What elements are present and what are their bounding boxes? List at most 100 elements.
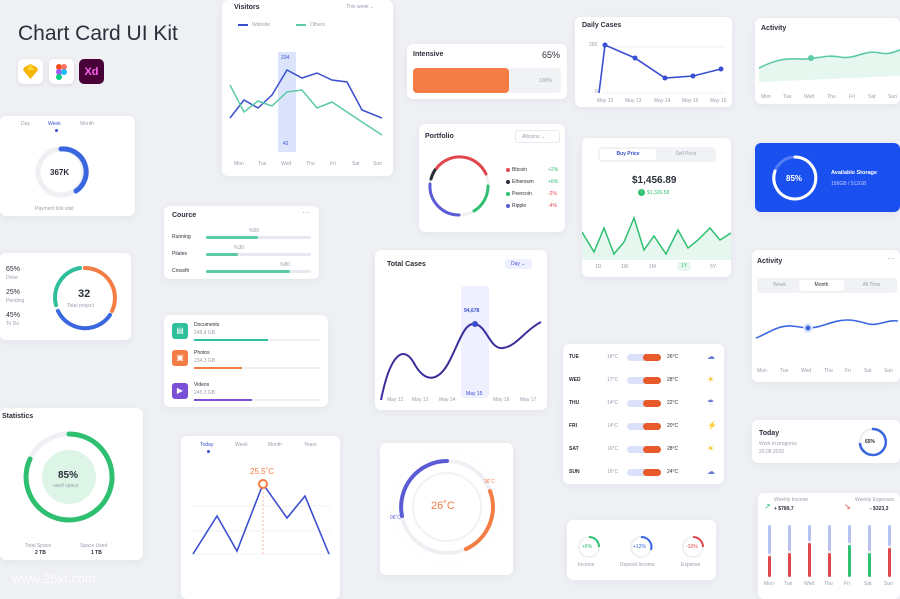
tab-month-3[interactable]: Month [268, 442, 282, 448]
daily-date-4: May 15 [682, 98, 699, 104]
video-icon: ▶ [172, 383, 188, 399]
weather-range-fill [643, 400, 661, 407]
income-pct: +8% [582, 544, 593, 550]
weekly-day-label: Sun [884, 581, 893, 587]
tab-years-3[interactable]: Years [304, 442, 317, 448]
money-card: +8% Income +12% Deposit Income -10% Expe… [567, 520, 716, 580]
xd-icon: Xd [79, 59, 104, 84]
weekly-bar-track [788, 525, 791, 577]
weather-high: 28°C [667, 446, 679, 452]
weekly-bar-expense [868, 553, 871, 577]
tc-date-4: May 15 [466, 391, 483, 397]
range-5y[interactable]: 5Y [710, 264, 717, 270]
running-pct: %50 [249, 228, 260, 234]
storage-ring [772, 155, 818, 201]
sell-price-tab[interactable]: Sell Price [675, 151, 697, 157]
visitors-period-value: This week [346, 4, 369, 10]
act1-tue: Tue [783, 94, 792, 100]
tc-date-2: May 13 [412, 397, 429, 403]
more-icon[interactable]: ··· [302, 208, 310, 217]
coin-change-ethereum: +6% [548, 179, 559, 185]
weather-high: 20°C [667, 423, 679, 429]
payment-card: Day Week Month 367K Payment link visit [0, 116, 135, 216]
visitors-title: Visitors [234, 4, 260, 11]
coin-change-peercoin: -2% [548, 191, 557, 197]
legend-others-label: Others [310, 22, 326, 28]
total-cases-card: Total Cases Day ⌄ 94,678 May 12 May 13 M… [375, 250, 547, 410]
weather-low: 14°C [607, 423, 619, 429]
tab-today-dot [207, 450, 210, 453]
documents-size: 248,4 GB [194, 330, 216, 336]
tab-today[interactable]: Today [200, 442, 214, 448]
stat-pending-label: Pending [6, 298, 25, 304]
buy-price-card: Buy Price Sell Price $1,456.89 ↑ $1,326.… [582, 138, 731, 277]
weekly-expense-label: Weekly Expenses [855, 497, 895, 503]
activity-card-1: Activity Mon Tue Wed Thu Fri Sat Sun [755, 18, 900, 104]
altcoins-select[interactable]: Altcoins ⌄ [515, 130, 560, 143]
tab-alltime-2[interactable]: All Time [862, 282, 881, 288]
videos-fill [194, 399, 252, 401]
weekly-bar-expense [828, 553, 831, 577]
weekly-bar-track [828, 525, 831, 577]
tab-month-2[interactable]: Month [799, 280, 844, 291]
daily-date-1: May 12 [597, 98, 614, 104]
act2-wed: Wed [801, 368, 812, 374]
weekly-day-label: Tue [784, 581, 793, 587]
weekly-bar-expense [848, 545, 851, 577]
today-title: Today [759, 430, 780, 437]
cloud-sun-icon: ☁ [707, 352, 715, 361]
weekly-day-label: Mon [764, 581, 774, 587]
thermostat-high: 36˚C [484, 479, 495, 485]
activity-more-icon[interactable]: ··· [887, 254, 895, 263]
photos-fill [194, 367, 242, 369]
act1-mon: Mon [761, 94, 771, 100]
visitors-day-sun: Sun [373, 161, 382, 167]
total-space-label: Total Space [25, 543, 52, 549]
weekly-bar-income [788, 525, 791, 551]
act2-sat: Sat [864, 368, 872, 374]
weather-day: TUE [569, 354, 579, 360]
thermostat-value: 26˚C [431, 500, 455, 512]
coin-name-peercoin: Peercoin [512, 191, 532, 197]
weekly-bar-expense [788, 553, 791, 577]
sun-icon: ☀ [707, 375, 715, 384]
weather-day: WED [569, 377, 581, 383]
temp-line [191, 479, 331, 556]
visitors-period-select[interactable]: This week ⌄ [346, 4, 375, 10]
tab-day[interactable]: Day [21, 121, 30, 127]
intensive-max-label: 100% [539, 78, 552, 84]
weekly-bar-expense [808, 543, 811, 577]
daily-cases-title: Daily Cases [582, 22, 622, 29]
tab-week-2[interactable]: Week [773, 282, 786, 288]
kit-title: Chart Card UI Kit [18, 22, 178, 45]
range-1m[interactable]: 1M [649, 264, 656, 270]
storage-sub: 156GB / 512GB [831, 181, 867, 187]
legend-website-label: Website [252, 22, 270, 28]
tab-week[interactable]: Week [48, 121, 61, 127]
weather-low: 18°C [607, 354, 619, 360]
stat-pending-pct: 25% [6, 289, 21, 296]
weather-high: 26°C [667, 354, 679, 360]
statistics-title: Statistics [2, 413, 34, 420]
payment-label: Payment link visit [35, 206, 74, 212]
intensive-percent: 65% [542, 50, 561, 60]
project-label: Total project [67, 303, 94, 309]
range-1d[interactable]: 1D [595, 264, 602, 270]
weather-low: 14°C [607, 400, 619, 406]
day-select[interactable]: Day ⌄ [505, 259, 532, 269]
range-1y[interactable]: 1Y [677, 262, 691, 271]
sketch-icon [18, 59, 43, 84]
daily-date-3: May 14 [654, 98, 671, 104]
income-label: Income [578, 562, 595, 568]
cloud-sun-icon: ☁ [707, 467, 715, 476]
range-1w[interactable]: 1W [621, 264, 629, 270]
act2-tue: Tue [780, 368, 789, 374]
weekly-day-label: Sat [864, 581, 872, 587]
buy-price-tab[interactable]: Buy Price [600, 149, 656, 160]
coin-name-ripple: Ripple [512, 203, 527, 209]
visitors-day-tue: Tue [258, 161, 267, 167]
weekly-bar-expense [768, 556, 771, 577]
tab-month[interactable]: Month [80, 121, 94, 127]
tab-week-3[interactable]: Week [235, 442, 248, 448]
space-used-value: 1 TB [91, 550, 102, 556]
